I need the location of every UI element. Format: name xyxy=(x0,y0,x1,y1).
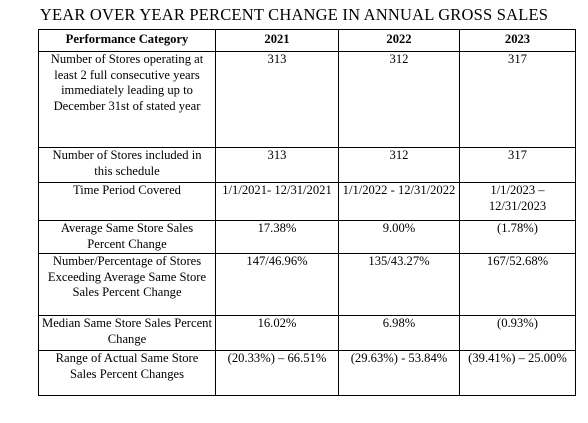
row-category-average-change: Average Same Store Sales Percent Change xyxy=(38,220,216,254)
cell-2022: 312 xyxy=(338,51,460,148)
cell-2023: 317 xyxy=(459,51,576,148)
row-category-time-period: Time Period Covered xyxy=(38,182,216,221)
table-row: Range of Actual Same Store Sales Percent… xyxy=(38,350,576,396)
row-category-exceeding-average: Number/Percentage of Stores Exceeding Av… xyxy=(38,253,216,316)
row-category-range-of-changes: Range of Actual Same Store Sales Percent… xyxy=(38,350,216,396)
cell-2021: 147/46.96% xyxy=(215,253,339,316)
cell-2022: 312 xyxy=(338,147,460,183)
header-2023: 2023 xyxy=(459,29,576,52)
table-row: Average Same Store Sales Percent Change … xyxy=(38,220,576,254)
cell-2021: 1/1/2021- 12/31/2021 xyxy=(215,182,339,221)
cell-2023: (39.41%) – 25.00% xyxy=(459,350,576,396)
table-row: Time Period Covered 1/1/2021- 12/31/2021… xyxy=(38,182,576,221)
table-row: Number/Percentage of Stores Exceeding Av… xyxy=(38,253,576,316)
table-row: Median Same Store Sales Percent Change 1… xyxy=(38,315,576,351)
cell-2022: 135/43.27% xyxy=(338,253,460,316)
cell-2023: 167/52.68% xyxy=(459,253,576,316)
row-category-stores-included: Number of Stores included in this schedu… xyxy=(38,147,216,183)
cell-2022: 1/1/2022 - 12/31/2022 xyxy=(338,182,460,221)
table-row: Number of Stores operating at least 2 fu… xyxy=(38,51,576,148)
cell-2021: 313 xyxy=(215,147,339,183)
row-category-median-change: Median Same Store Sales Percent Change xyxy=(38,315,216,351)
header-2022: 2022 xyxy=(338,29,460,52)
cell-2022: (29.63%) - 53.84% xyxy=(338,350,460,396)
cell-2023: 1/1/2023 – 12/31/2023 xyxy=(459,182,576,221)
cell-2021: 17.38% xyxy=(215,220,339,254)
cell-2021: 16.02% xyxy=(215,315,339,351)
cell-2022: 6.98% xyxy=(338,315,460,351)
cell-2023: 317 xyxy=(459,147,576,183)
page-title: YEAR OVER YEAR PERCENT CHANGE IN ANNUAL … xyxy=(39,5,549,24)
table-header-row: Performance Category 2021 2022 2023 xyxy=(38,29,576,52)
cell-2021: (20.33%) – 66.51% xyxy=(215,350,339,396)
header-performance-category: Performance Category xyxy=(38,29,216,52)
sales-change-table: Performance Category 2021 2022 2023 Numb… xyxy=(38,29,576,396)
cell-2021: 313 xyxy=(215,51,339,148)
row-category-stores-operating: Number of Stores operating at least 2 fu… xyxy=(38,51,216,148)
cell-2022: 9.00% xyxy=(338,220,460,254)
cell-2023: (1.78%) xyxy=(459,220,576,254)
header-2021: 2021 xyxy=(215,29,339,52)
table-row: Number of Stores included in this schedu… xyxy=(38,147,576,183)
cell-2023: (0.93%) xyxy=(459,315,576,351)
